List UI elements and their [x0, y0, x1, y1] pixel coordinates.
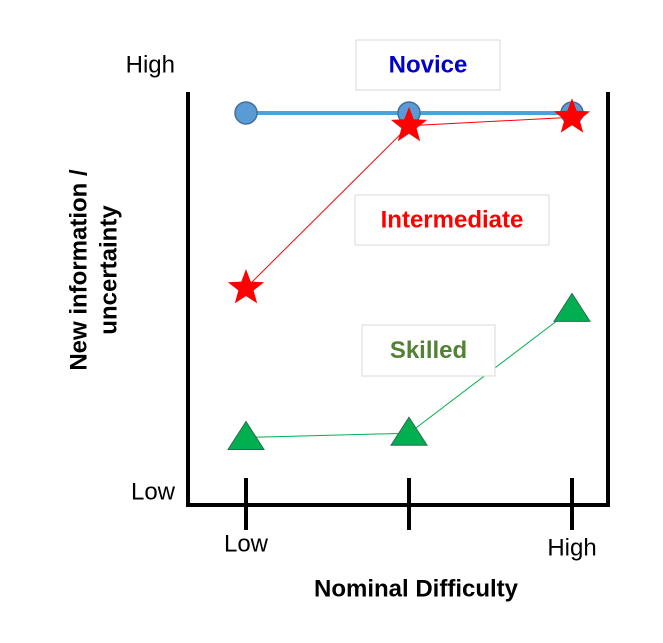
marker — [390, 106, 428, 142]
y-axis-label-line: New information / — [65, 169, 92, 371]
marker — [553, 98, 591, 133]
marker — [227, 269, 265, 304]
y-axis-label: New information / uncertainty — [65, 169, 122, 371]
series-label-box — [355, 39, 501, 91]
marker — [390, 416, 428, 446]
x-axis-label: Nominal Difficulty — [314, 575, 519, 602]
marker — [227, 420, 265, 450]
y-tick-label: High — [126, 51, 175, 78]
series-label: Intermediate — [381, 206, 524, 233]
series-label-box — [361, 324, 496, 377]
axes-frame — [186, 92, 610, 507]
y-tick-label: Low — [131, 478, 176, 505]
y-axis-label-line: uncertainty — [95, 205, 122, 335]
marker — [234, 101, 258, 125]
series-label-box — [354, 194, 550, 246]
x-tick-label: High — [547, 534, 596, 561]
marker — [553, 292, 591, 322]
x-tick-label: Low — [224, 530, 269, 557]
series-label: Skilled — [390, 337, 467, 364]
series-label: Novice — [389, 51, 468, 78]
